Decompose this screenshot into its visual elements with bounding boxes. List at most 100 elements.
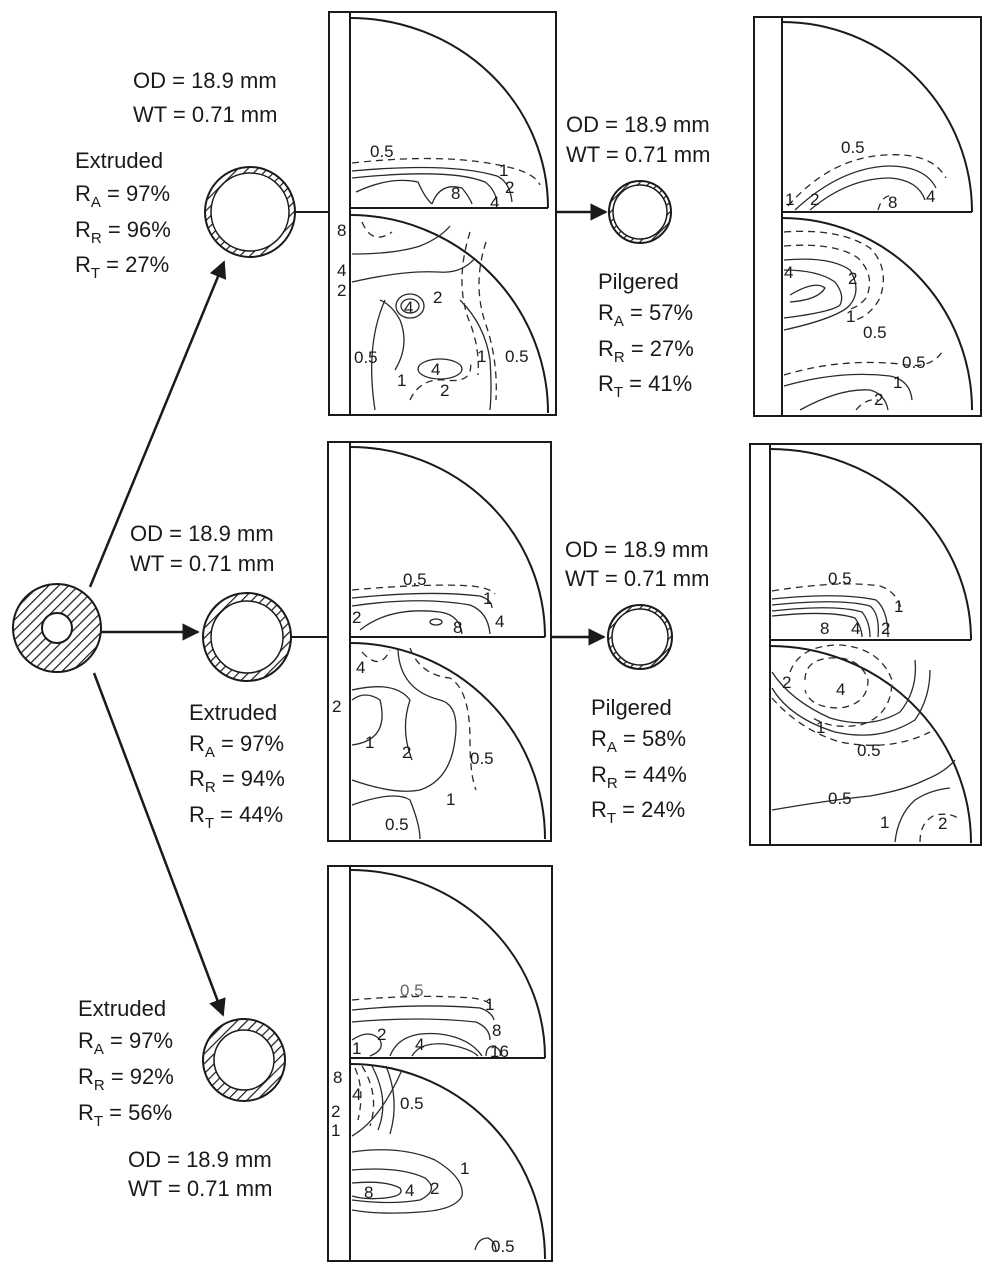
od-label: OD = 18.9 mm [128, 1147, 272, 1172]
rr-label: RR = 96% [75, 217, 171, 247]
extruded-tube-icon-2 [202, 592, 292, 682]
state-label: Pilgered [591, 695, 672, 720]
pf1-top-label: 2 [505, 178, 514, 197]
pf4-bottom-label: 4 [836, 680, 845, 699]
pf5-bottom-label: 4 [405, 1181, 414, 1200]
rr-label: RR = 44% [591, 762, 687, 792]
pole-figure-extruded-1: 0.5 1 2 8 4 8 4 2 4 2 0.5 1 4 2 1 0.5 [328, 11, 557, 416]
rr-label: RR = 92% [78, 1064, 174, 1094]
extruded-tube-icon-3 [202, 1018, 286, 1102]
pf4-top-label: 2 [881, 619, 890, 638]
pf3-bottom-label: 0.5 [470, 749, 494, 768]
pf5-top-label: 4 [415, 1035, 424, 1054]
pf1-bottom-label: 1 [477, 347, 486, 366]
pf5-bottom-label: 0.5 [400, 1094, 424, 1113]
pf3-bottom-label: 2 [402, 743, 411, 762]
pf3-top-label: 2 [352, 608, 361, 627]
wt-label: WT = 0.71 mm [130, 551, 274, 576]
pf5-bottom-label: 2 [331, 1102, 340, 1121]
pf1-top-label: 1 [499, 161, 508, 180]
pf5-top-label: 8 [492, 1021, 501, 1040]
pole-figure-pilgered-1: 0.5 1 2 8 4 4 2 1 0.5 0.5 1 2 [753, 16, 982, 417]
pf5-top-label: 16 [490, 1042, 509, 1061]
pf1-bottom-label: 4 [404, 298, 413, 317]
pf1-bottom-label: 2 [440, 381, 449, 400]
wt-label: WT = 0.71 mm [566, 142, 710, 167]
od-label: OD = 18.9 mm [565, 537, 709, 562]
pf2-bottom-label: 2 [874, 390, 883, 409]
od-label: OD = 18.9 mm [566, 112, 710, 137]
rt-label: RT = 44% [189, 802, 283, 832]
pf2-bottom-label: 1 [893, 373, 902, 392]
rt-label: RT = 41% [598, 371, 692, 401]
pf1-bottom-label: 4 [337, 261, 346, 280]
pf4-bottom-label: 1 [880, 813, 889, 832]
pf3-top-label: 0.5 [403, 570, 427, 589]
wt-label: WT = 0.71 mm [133, 102, 277, 127]
pilgered-info-2: OD = 18.9 mm WT = 0.71 mm Pilgered RA = … [565, 537, 709, 827]
pf5-top-label: 0.5 [400, 981, 424, 1000]
pf1-bottom-label: 2 [337, 281, 346, 300]
pf4-top-label: 4 [851, 619, 860, 638]
pf1-bottom-label: 0.5 [505, 347, 529, 366]
pf3-top-label: 1 [483, 589, 492, 608]
arrow-route-1 [88, 260, 227, 588]
rr-label: RR = 27% [598, 336, 694, 366]
pf2-top-label: 4 [926, 187, 935, 206]
ra-label: RA = 58% [591, 726, 686, 756]
pf3-top-label: 4 [495, 612, 504, 631]
pf1-top-label: 4 [490, 193, 499, 212]
extruded-info-2: OD = 18.9 mm WT = 0.71 mm Extruded RA = … [130, 521, 285, 832]
pf5-top-label: 1 [352, 1039, 361, 1058]
pf4-bottom-label: 2 [938, 814, 947, 833]
pf5-bottom-label: 4 [352, 1085, 361, 1104]
pf3-bottom-label: 2 [332, 697, 341, 716]
extruded-tube-icon-1 [204, 166, 296, 258]
pf4-top-label: 8 [820, 619, 829, 638]
pf5-bottom-label: 8 [333, 1068, 342, 1087]
ra-label: RA = 97% [78, 1028, 173, 1058]
pf2-bottom-label: 0.5 [902, 353, 926, 372]
pf3-top-label: 8 [453, 618, 462, 637]
pf2-bottom-label: 2 [848, 269, 857, 288]
pf2-top-label: 0.5 [841, 138, 865, 157]
pf5-top-label: 1 [485, 995, 494, 1014]
pf2-top-label: 2 [810, 190, 819, 209]
pf5-top-label: 2 [377, 1025, 386, 1044]
state-label: Pilgered [598, 269, 679, 294]
pilgered-tube-icon-1 [608, 180, 672, 244]
arrow-route-3 [92, 672, 226, 1017]
pf1-bottom-label: 8 [337, 221, 346, 240]
ra-label: RA = 97% [189, 731, 284, 761]
pf2-bottom-label: 4 [784, 263, 793, 282]
ra-label: RA = 97% [75, 181, 170, 211]
od-label: OD = 18.9 mm [130, 521, 274, 546]
pf4-bottom-label: 0.5 [857, 741, 881, 760]
pilgered-tube-icon-2 [607, 604, 673, 670]
state-label: Extruded [75, 148, 163, 173]
rt-label: RT = 56% [78, 1100, 172, 1130]
pf3-bottom-label: 1 [365, 733, 374, 752]
pf5-bottom-label: 8 [364, 1183, 373, 1202]
pole-figure-pilgered-2: 0.5 1 8 4 2 2 4 1 0.5 0.5 1 2 [749, 443, 982, 846]
pf5-bottom-label: 2 [430, 1179, 439, 1198]
pf4-bottom-label: 1 [816, 718, 825, 737]
pf4-top-label: 1 [894, 597, 903, 616]
state-label: Extruded [189, 700, 277, 725]
pilgered-info-1: OD = 18.9 mm WT = 0.71 mm Pilgered RA = … [566, 112, 710, 401]
rt-label: RT = 24% [591, 797, 685, 827]
od-label: OD = 18.9 mm [133, 68, 277, 93]
pf3-bottom-label: 4 [356, 658, 365, 677]
pf1-top-label: 8 [451, 184, 460, 203]
pf3-bottom-label: 0.5 [385, 815, 409, 834]
pf2-top-label: 1 [785, 190, 794, 209]
wt-label: WT = 0.71 mm [128, 1176, 272, 1201]
pole-figure-extruded-2: 0.5 1 2 8 4 4 2 1 2 0.5 1 0.5 [327, 441, 552, 842]
hatched-billet-icon [12, 583, 102, 673]
ra-label: RA = 57% [598, 300, 693, 330]
pf4-bottom-label: 2 [782, 673, 791, 692]
extruded-info-3: Extruded RA = 97% RR = 92% RT = 56% OD =… [78, 996, 272, 1201]
wt-label: WT = 0.71 mm [565, 566, 709, 591]
rr-label: RR = 94% [189, 766, 285, 796]
state-label: Extruded [78, 996, 166, 1021]
